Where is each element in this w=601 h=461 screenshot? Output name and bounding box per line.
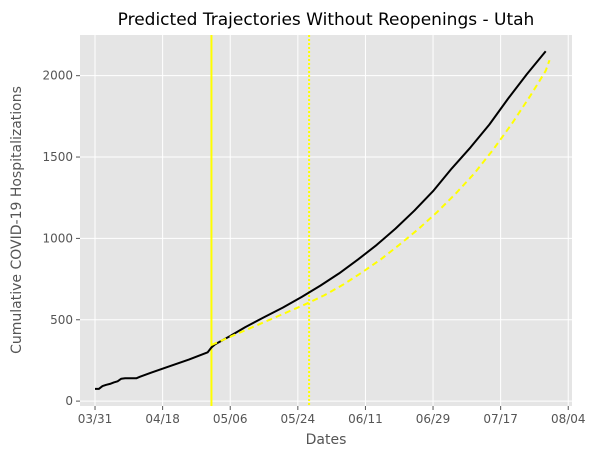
x-axis-ticks: 03/31 04/18 05/06 05/24 06/11 06/29 07/17 08/04 [78, 406, 586, 426]
x-tick-label: 05/06 [213, 412, 248, 426]
x-tick-label: 08/04 [551, 412, 586, 426]
y-tick-label: 500 [50, 313, 73, 327]
grid [80, 35, 572, 406]
y-tick-label: 2000 [42, 69, 73, 83]
x-tick-label: 07/17 [483, 412, 518, 426]
plot-background [80, 35, 572, 406]
y-tick-label: 1000 [42, 231, 73, 245]
y-axis-label: Cumulative COVID-19 Hospitalizations [9, 86, 25, 354]
x-tick-label: 04/18 [145, 412, 180, 426]
x-tick-label: 06/29 [416, 412, 451, 426]
x-tick-label: 03/31 [78, 412, 113, 426]
x-axis-label: Dates [306, 432, 347, 448]
x-tick-label: 06/11 [348, 412, 383, 426]
chart-title: Predicted Trajectories Without Reopening… [118, 10, 535, 30]
y-tick-label: 0 [65, 394, 73, 408]
y-axis-ticks: 0 500 1000 1500 2000 [42, 69, 80, 408]
x-tick-label: 05/24 [281, 412, 316, 426]
series-group [95, 50, 551, 390]
y-tick-label: 1500 [42, 150, 73, 164]
series-line-projected [211, 59, 551, 346]
